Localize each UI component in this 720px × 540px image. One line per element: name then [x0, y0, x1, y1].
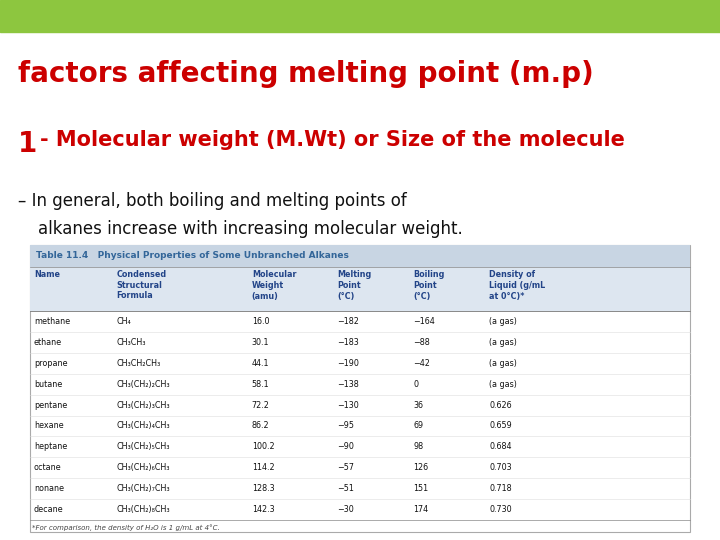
Text: hexane: hexane: [34, 421, 63, 430]
Text: −51: −51: [338, 484, 354, 493]
Text: alkanes increase with increasing molecular weight.: alkanes increase with increasing molecul…: [38, 220, 463, 238]
Text: −30: −30: [338, 505, 354, 514]
Text: Boiling
Point
(°C): Boiling Point (°C): [413, 270, 445, 300]
Text: butane: butane: [34, 380, 62, 389]
Text: CH₃CH₃: CH₃CH₃: [117, 338, 146, 347]
Text: −130: −130: [338, 401, 359, 409]
Text: 69: 69: [413, 421, 423, 430]
Text: −57: −57: [338, 463, 354, 472]
Text: CH₃(CH₂)₄CH₃: CH₃(CH₂)₄CH₃: [117, 421, 170, 430]
Text: −183: −183: [338, 338, 359, 347]
Text: Table 11.4   Physical Properties of Some Unbranched Alkanes: Table 11.4 Physical Properties of Some U…: [36, 252, 349, 260]
Text: CH₃(CH₂)₅CH₃: CH₃(CH₂)₅CH₃: [117, 442, 170, 451]
Text: CH₃(CH₂)₃CH₃: CH₃(CH₂)₃CH₃: [117, 401, 170, 409]
Text: CH₄: CH₄: [117, 317, 131, 326]
Text: 128.3: 128.3: [252, 484, 274, 493]
Text: −42: −42: [413, 359, 431, 368]
Text: 0.626: 0.626: [490, 401, 512, 409]
Text: 0.730: 0.730: [490, 505, 512, 514]
Text: 100.2: 100.2: [252, 442, 274, 451]
Text: 0.703: 0.703: [490, 463, 512, 472]
Text: factors affecting melting point (m.p): factors affecting melting point (m.p): [18, 60, 594, 88]
Text: 1: 1: [18, 130, 37, 158]
Text: −138: −138: [338, 380, 359, 389]
Bar: [30, 245, 690, 267]
Text: decane: decane: [34, 505, 63, 514]
Text: (a gas): (a gas): [490, 338, 517, 347]
Text: pentane: pentane: [34, 401, 67, 409]
Text: 0.684: 0.684: [490, 442, 512, 451]
Text: 58.1: 58.1: [252, 380, 269, 389]
Text: CH₃CH₂CH₃: CH₃CH₂CH₃: [117, 359, 161, 368]
Bar: [30, 245, 690, 532]
Text: 30.1: 30.1: [252, 338, 269, 347]
Text: CH₃(CH₂)₇CH₃: CH₃(CH₂)₇CH₃: [117, 484, 170, 493]
Text: propane: propane: [34, 359, 68, 368]
Text: Molecular
Weight
(amu): Molecular Weight (amu): [252, 270, 297, 300]
Text: 44.1: 44.1: [252, 359, 269, 368]
Text: 16.0: 16.0: [252, 317, 269, 326]
Text: *For comparison, the density of H₂O is 1 g/mL at 4°C.: *For comparison, the density of H₂O is 1…: [32, 524, 220, 531]
Text: 0.659: 0.659: [490, 421, 512, 430]
Text: Density of
Liquid (g/mL
at 0°C)*: Density of Liquid (g/mL at 0°C)*: [490, 270, 546, 300]
Text: 0: 0: [413, 380, 418, 389]
Text: 36: 36: [413, 401, 423, 409]
Text: nonane: nonane: [34, 484, 64, 493]
Text: 86.2: 86.2: [252, 421, 269, 430]
Text: −190: −190: [338, 359, 359, 368]
Text: CH₃(CH₂)₆CH₃: CH₃(CH₂)₆CH₃: [117, 463, 170, 472]
Text: 174: 174: [413, 505, 428, 514]
Text: ethane: ethane: [34, 338, 62, 347]
Text: −182: −182: [338, 317, 359, 326]
Text: 151: 151: [413, 484, 428, 493]
Text: 142.3: 142.3: [252, 505, 274, 514]
Text: heptane: heptane: [34, 442, 67, 451]
Text: (a gas): (a gas): [490, 380, 517, 389]
Text: −88: −88: [413, 338, 431, 347]
Text: methane: methane: [34, 317, 70, 326]
Text: −90: −90: [338, 442, 354, 451]
Text: octane: octane: [34, 463, 62, 472]
Text: 0.718: 0.718: [490, 484, 512, 493]
Text: (a gas): (a gas): [490, 317, 517, 326]
Text: 126: 126: [413, 463, 428, 472]
Text: CH₃(CH₂)₂CH₃: CH₃(CH₂)₂CH₃: [117, 380, 170, 389]
Text: −95: −95: [338, 421, 354, 430]
Text: (a gas): (a gas): [490, 359, 517, 368]
Text: 72.2: 72.2: [252, 401, 270, 409]
Text: – In general, both boiling and melting points of: – In general, both boiling and melting p…: [18, 192, 407, 210]
Text: Condensed
Structural
Formula: Condensed Structural Formula: [117, 270, 166, 300]
Text: - Molecular weight (M.Wt) or Size of the molecule: - Molecular weight (M.Wt) or Size of the…: [40, 130, 625, 150]
Text: 98: 98: [413, 442, 423, 451]
Text: −164: −164: [413, 317, 436, 326]
Bar: [30, 267, 690, 311]
Text: Melting
Point
(°C): Melting Point (°C): [338, 270, 372, 300]
Text: CH₃(CH₂)₈CH₃: CH₃(CH₂)₈CH₃: [117, 505, 170, 514]
Text: 114.2: 114.2: [252, 463, 274, 472]
Text: Name: Name: [34, 270, 60, 279]
